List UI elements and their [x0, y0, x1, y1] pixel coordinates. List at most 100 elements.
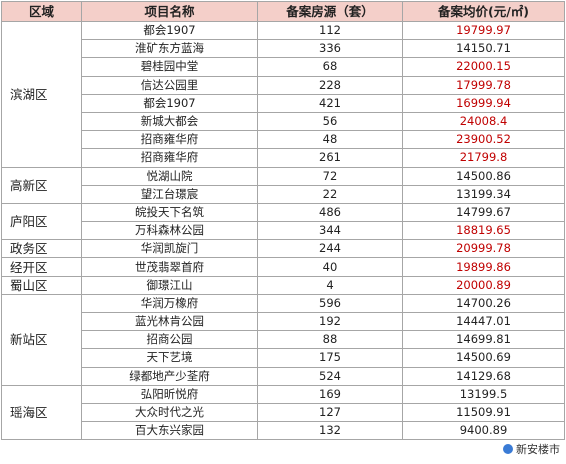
table-row: 蜀山区 御璟江山 4 20000.89 — [1, 275, 565, 295]
header-price: 备案均价(元/㎡) — [402, 1, 565, 22]
wechat-icon — [503, 444, 513, 454]
price-cell: 14799.67 — [402, 202, 565, 223]
units-cell: 22 — [257, 184, 403, 204]
price-cell: 24008.4 — [402, 111, 565, 132]
table-row: 新城大都会 56 24008.4 — [2, 111, 565, 132]
units-cell: 112 — [257, 20, 403, 41]
project-name-cell: 皖投天下名筑 — [81, 202, 258, 223]
table-row: 招商雍华府 261 21799.8 — [2, 148, 565, 168]
watermark-text: 新安楼市 — [516, 443, 560, 456]
units-cell: 68 — [257, 57, 403, 77]
project-name-cell: 御璟江山 — [81, 275, 258, 295]
price-cell: 23900.52 — [402, 130, 565, 150]
table-row: 瑶海区 弘阳昕悦府 169 13199.5 — [1, 384, 565, 441]
table-row: 蓝光林肯公园 192 14447.01 — [2, 311, 565, 332]
units-cell: 261 — [257, 148, 403, 168]
units-cell: 72 — [257, 166, 403, 186]
region-cell: 政务区 — [1, 239, 82, 259]
price-cell: 22000.15 — [402, 57, 565, 77]
price-cell: 14699.81 — [402, 330, 565, 350]
units-cell: 175 — [257, 348, 403, 368]
region-cell: 蜀山区 — [1, 275, 82, 295]
project-name-cell: 华润万橡府 — [81, 293, 258, 314]
filing-price-table: 区域 项目名称 备案房源（套） 备案均价(元/㎡) 滨湖区 都会1907 112 19… — [1, 1, 565, 441]
units-cell: 244 — [257, 239, 403, 259]
project-name-cell: 大众时代之光 — [81, 402, 258, 423]
table-row: 都会1907 421 16999.94 — [2, 93, 565, 113]
project-name-cell: 望江台璟宸 — [81, 184, 258, 204]
project-name-cell: 天下艺境 — [81, 348, 258, 368]
watermark: 新安楼市 — [499, 440, 564, 458]
price-cell: 20999.78 — [402, 239, 565, 259]
project-name-cell: 信达公园里 — [81, 75, 258, 95]
price-cell: 14500.69 — [402, 348, 565, 368]
header-region: 区域 — [1, 1, 82, 22]
project-name-cell: 弘阳昕悦府 — [81, 384, 258, 404]
table-header-row: 区域 项目名称 备案房源（套） 备案均价(元/㎡) — [1, 1, 565, 22]
header-units: 备案房源（套） — [257, 1, 403, 22]
price-cell: 14447.01 — [402, 311, 565, 332]
price-cell: 19899.86 — [402, 257, 565, 277]
project-name-cell: 碧桂园中堂 — [81, 57, 258, 77]
project-name-cell: 新城大都会 — [81, 111, 258, 132]
units-cell: 88 — [257, 330, 403, 350]
price-cell: 19799.97 — [402, 20, 565, 41]
region-cell: 瑶海区 — [1, 384, 82, 441]
units-cell: 169 — [257, 384, 403, 404]
units-cell: 524 — [257, 366, 403, 386]
project-name-cell: 世茂翡翠首府 — [81, 257, 258, 277]
table-row: 天下艺境 175 14500.69 — [2, 348, 565, 368]
price-cell: 14129.68 — [402, 366, 565, 386]
price-cell: 11509.91 — [402, 402, 565, 423]
table-row: 大众时代之光 127 11509.91 — [2, 402, 565, 423]
project-name-cell: 招商雍华府 — [81, 130, 258, 150]
project-name-cell: 悦湖山院 — [81, 166, 258, 186]
table-row: 万科森林公园 344 18819.65 — [2, 221, 565, 241]
price-cell: 14700.26 — [402, 293, 565, 314]
units-cell: 421 — [257, 93, 403, 113]
region-cell: 新站区 — [1, 293, 82, 386]
region-cell: 滨湖区 — [1, 21, 82, 168]
table-row: 政务区 华润凯旋门 244 20999.78 — [1, 239, 565, 259]
table-row: 滨湖区 都会1907 112 19799.97 — [1, 20, 565, 168]
table-body: 滨湖区 都会1907 112 19799.97 淮矿东方蓝海 336 14150.71 碧桂园… — [1, 20, 565, 441]
units-cell: 228 — [257, 75, 403, 95]
table-row: 百大东兴家园 132 9400.89 — [2, 421, 565, 441]
header-project: 项目名称 — [81, 1, 258, 22]
price-cell: 13199.5 — [402, 384, 565, 404]
table-row: 高新区 悦湖山院 72 14500.86 — [1, 166, 565, 204]
region-cell: 经开区 — [1, 257, 82, 277]
project-name-cell: 淮矿东方蓝海 — [81, 39, 258, 59]
units-cell: 132 — [257, 421, 403, 441]
table-row: 信达公园里 228 17999.78 — [2, 75, 565, 95]
region-cell: 庐阳区 — [1, 202, 82, 241]
price-cell: 18819.65 — [402, 221, 565, 241]
units-cell: 486 — [257, 202, 403, 223]
units-cell: 344 — [257, 221, 403, 241]
price-cell: 17999.78 — [402, 75, 565, 95]
project-name-cell: 招商雍华府 — [81, 148, 258, 168]
table-row: 庐阳区 皖投天下名筑 486 14799.67 — [1, 202, 565, 241]
units-cell: 4 — [257, 275, 403, 295]
table-row: 绿都地产少荃府 524 14129.68 — [2, 366, 565, 386]
table-row: 新站区 华润万橡府 596 14700.26 — [1, 293, 565, 386]
table-row: 望江台璟宸 22 13199.34 — [2, 184, 565, 204]
units-cell: 596 — [257, 293, 403, 314]
project-name-cell: 华润凯旋门 — [81, 239, 258, 259]
project-name-cell: 万科森林公园 — [81, 221, 258, 241]
units-cell: 192 — [257, 311, 403, 332]
price-cell: 21799.8 — [402, 148, 565, 168]
units-cell: 48 — [257, 130, 403, 150]
project-name-cell: 百大东兴家园 — [81, 421, 258, 441]
price-cell: 13199.34 — [402, 184, 565, 204]
price-cell: 20000.89 — [402, 275, 565, 295]
table-row: 招商雍华府 48 23900.52 — [2, 130, 565, 150]
project-name-cell: 都会1907 — [81, 93, 258, 113]
units-cell: 127 — [257, 402, 403, 423]
price-cell: 9400.89 — [402, 421, 565, 441]
table-row: 经开区 世茂翡翠首府 40 19899.86 — [1, 257, 565, 277]
project-name-cell: 绿都地产少荃府 — [81, 366, 258, 386]
project-name-cell: 蓝光林肯公园 — [81, 311, 258, 332]
table-row: 淮矿东方蓝海 336 14150.71 — [2, 39, 565, 59]
table-row: 碧桂园中堂 68 22000.15 — [2, 57, 565, 77]
